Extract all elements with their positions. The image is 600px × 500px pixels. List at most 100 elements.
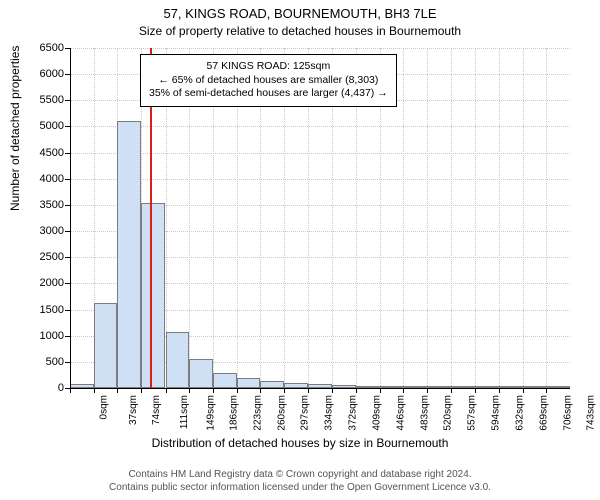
chart-container: 57, KINGS ROAD, BOURNEMOUTH, BH3 7LE Siz…	[0, 0, 600, 500]
gridline-v	[475, 48, 476, 388]
y-tick-label: 3500	[14, 199, 64, 211]
histogram-bar	[237, 378, 261, 388]
gridline-v	[427, 48, 428, 388]
footer-text: Contains HM Land Registry data © Crown c…	[0, 469, 600, 494]
x-tick-label: 37sqm	[128, 395, 139, 425]
y-tick-label: 4000	[14, 173, 64, 185]
gridline-v	[546, 48, 547, 388]
y-tick-label: 500	[14, 356, 64, 368]
gridline-h	[70, 48, 570, 49]
gridline-v	[403, 48, 404, 388]
y-tick	[65, 310, 70, 311]
x-tick	[189, 388, 190, 393]
x-tick	[70, 388, 71, 393]
chart-title: 57, KINGS ROAD, BOURNEMOUTH, BH3 7LE	[0, 6, 600, 21]
histogram-bar	[166, 332, 190, 388]
x-tick	[237, 388, 238, 393]
gridline-v	[499, 48, 500, 388]
y-tick	[65, 74, 70, 75]
x-tick-label: 260sqm	[276, 395, 287, 431]
x-tick-label: 149sqm	[205, 395, 216, 431]
x-tick-label: 632sqm	[515, 395, 526, 431]
y-tick	[65, 205, 70, 206]
y-tick-label: 2000	[14, 277, 64, 289]
y-tick	[65, 100, 70, 101]
y-tick-label: 6000	[14, 68, 64, 80]
y-tick-label: 5500	[14, 94, 64, 106]
y-tick	[65, 362, 70, 363]
x-tick	[380, 388, 381, 393]
info-box: 57 KINGS ROAD: 125sqm ← 65% of detached …	[140, 54, 397, 107]
x-tick	[308, 388, 309, 393]
x-tick-label: 594sqm	[490, 395, 501, 431]
y-tick	[65, 153, 70, 154]
y-tick	[65, 257, 70, 258]
y-tick-label: 4500	[14, 147, 64, 159]
y-tick-label: 6500	[14, 42, 64, 54]
x-tick	[546, 388, 547, 393]
gridline-h	[70, 153, 570, 154]
y-tick-label: 0	[14, 382, 64, 394]
x-tick	[523, 388, 524, 393]
x-tick-label: 74sqm	[151, 395, 162, 425]
x-tick-label: 297sqm	[300, 395, 311, 431]
x-tick	[403, 388, 404, 393]
x-tick-label: 520sqm	[443, 395, 454, 431]
y-tick	[65, 179, 70, 180]
x-tick	[451, 388, 452, 393]
x-tick-label: 111sqm	[179, 395, 190, 429]
x-tick	[332, 388, 333, 393]
x-tick	[141, 388, 142, 393]
gridline-v	[523, 48, 524, 388]
gridline-v	[451, 48, 452, 388]
chart-subtitle: Size of property relative to detached ho…	[0, 24, 600, 38]
histogram-bar	[260, 381, 284, 388]
x-tick-label: 557sqm	[467, 395, 478, 431]
histogram-bar	[94, 303, 118, 388]
info-line-2: ← 65% of detached houses are smaller (8,…	[149, 74, 388, 88]
x-tick-label: 0sqm	[98, 395, 109, 419]
x-tick	[166, 388, 167, 393]
y-tick-label: 5000	[14, 120, 64, 132]
footer-line-2: Contains public sector information licen…	[0, 482, 600, 495]
x-tick	[427, 388, 428, 393]
x-tick	[260, 388, 261, 393]
y-tick-label: 2500	[14, 251, 64, 263]
histogram-bar	[117, 121, 141, 388]
gridline-h	[70, 179, 570, 180]
x-tick-label: 409sqm	[372, 395, 383, 431]
x-tick-label: 669sqm	[538, 395, 549, 431]
x-tick-label: 186sqm	[229, 395, 240, 431]
histogram-bar	[213, 373, 237, 388]
y-tick-label: 1500	[14, 304, 64, 316]
x-axis-label: Distribution of detached houses by size …	[0, 436, 600, 450]
info-line-3: 35% of semi-detached houses are larger (…	[149, 87, 388, 101]
y-tick	[65, 126, 70, 127]
x-tick-label: 706sqm	[562, 395, 573, 431]
x-tick-label: 223sqm	[253, 395, 264, 431]
x-tick	[94, 388, 95, 393]
x-tick-label: 334sqm	[324, 395, 335, 431]
y-axis-line	[70, 48, 71, 388]
x-tick	[117, 388, 118, 393]
info-line-1: 57 KINGS ROAD: 125sqm	[149, 60, 388, 74]
y-tick	[65, 336, 70, 337]
x-axis-line	[70, 388, 570, 389]
y-tick-label: 1000	[14, 330, 64, 342]
footer-line-1: Contains HM Land Registry data © Crown c…	[0, 469, 600, 482]
x-tick-label: 483sqm	[419, 395, 430, 431]
histogram-bar	[141, 203, 165, 388]
histogram-bar	[189, 359, 213, 388]
y-tick	[65, 48, 70, 49]
x-tick	[284, 388, 285, 393]
y-tick	[65, 231, 70, 232]
x-tick	[499, 388, 500, 393]
x-tick-label: 743sqm	[586, 395, 597, 431]
x-tick	[475, 388, 476, 393]
x-tick	[213, 388, 214, 393]
x-tick-label: 372sqm	[348, 395, 359, 431]
y-tick-label: 3000	[14, 225, 64, 237]
y-tick	[65, 283, 70, 284]
x-tick	[356, 388, 357, 393]
gridline-h	[70, 126, 570, 127]
